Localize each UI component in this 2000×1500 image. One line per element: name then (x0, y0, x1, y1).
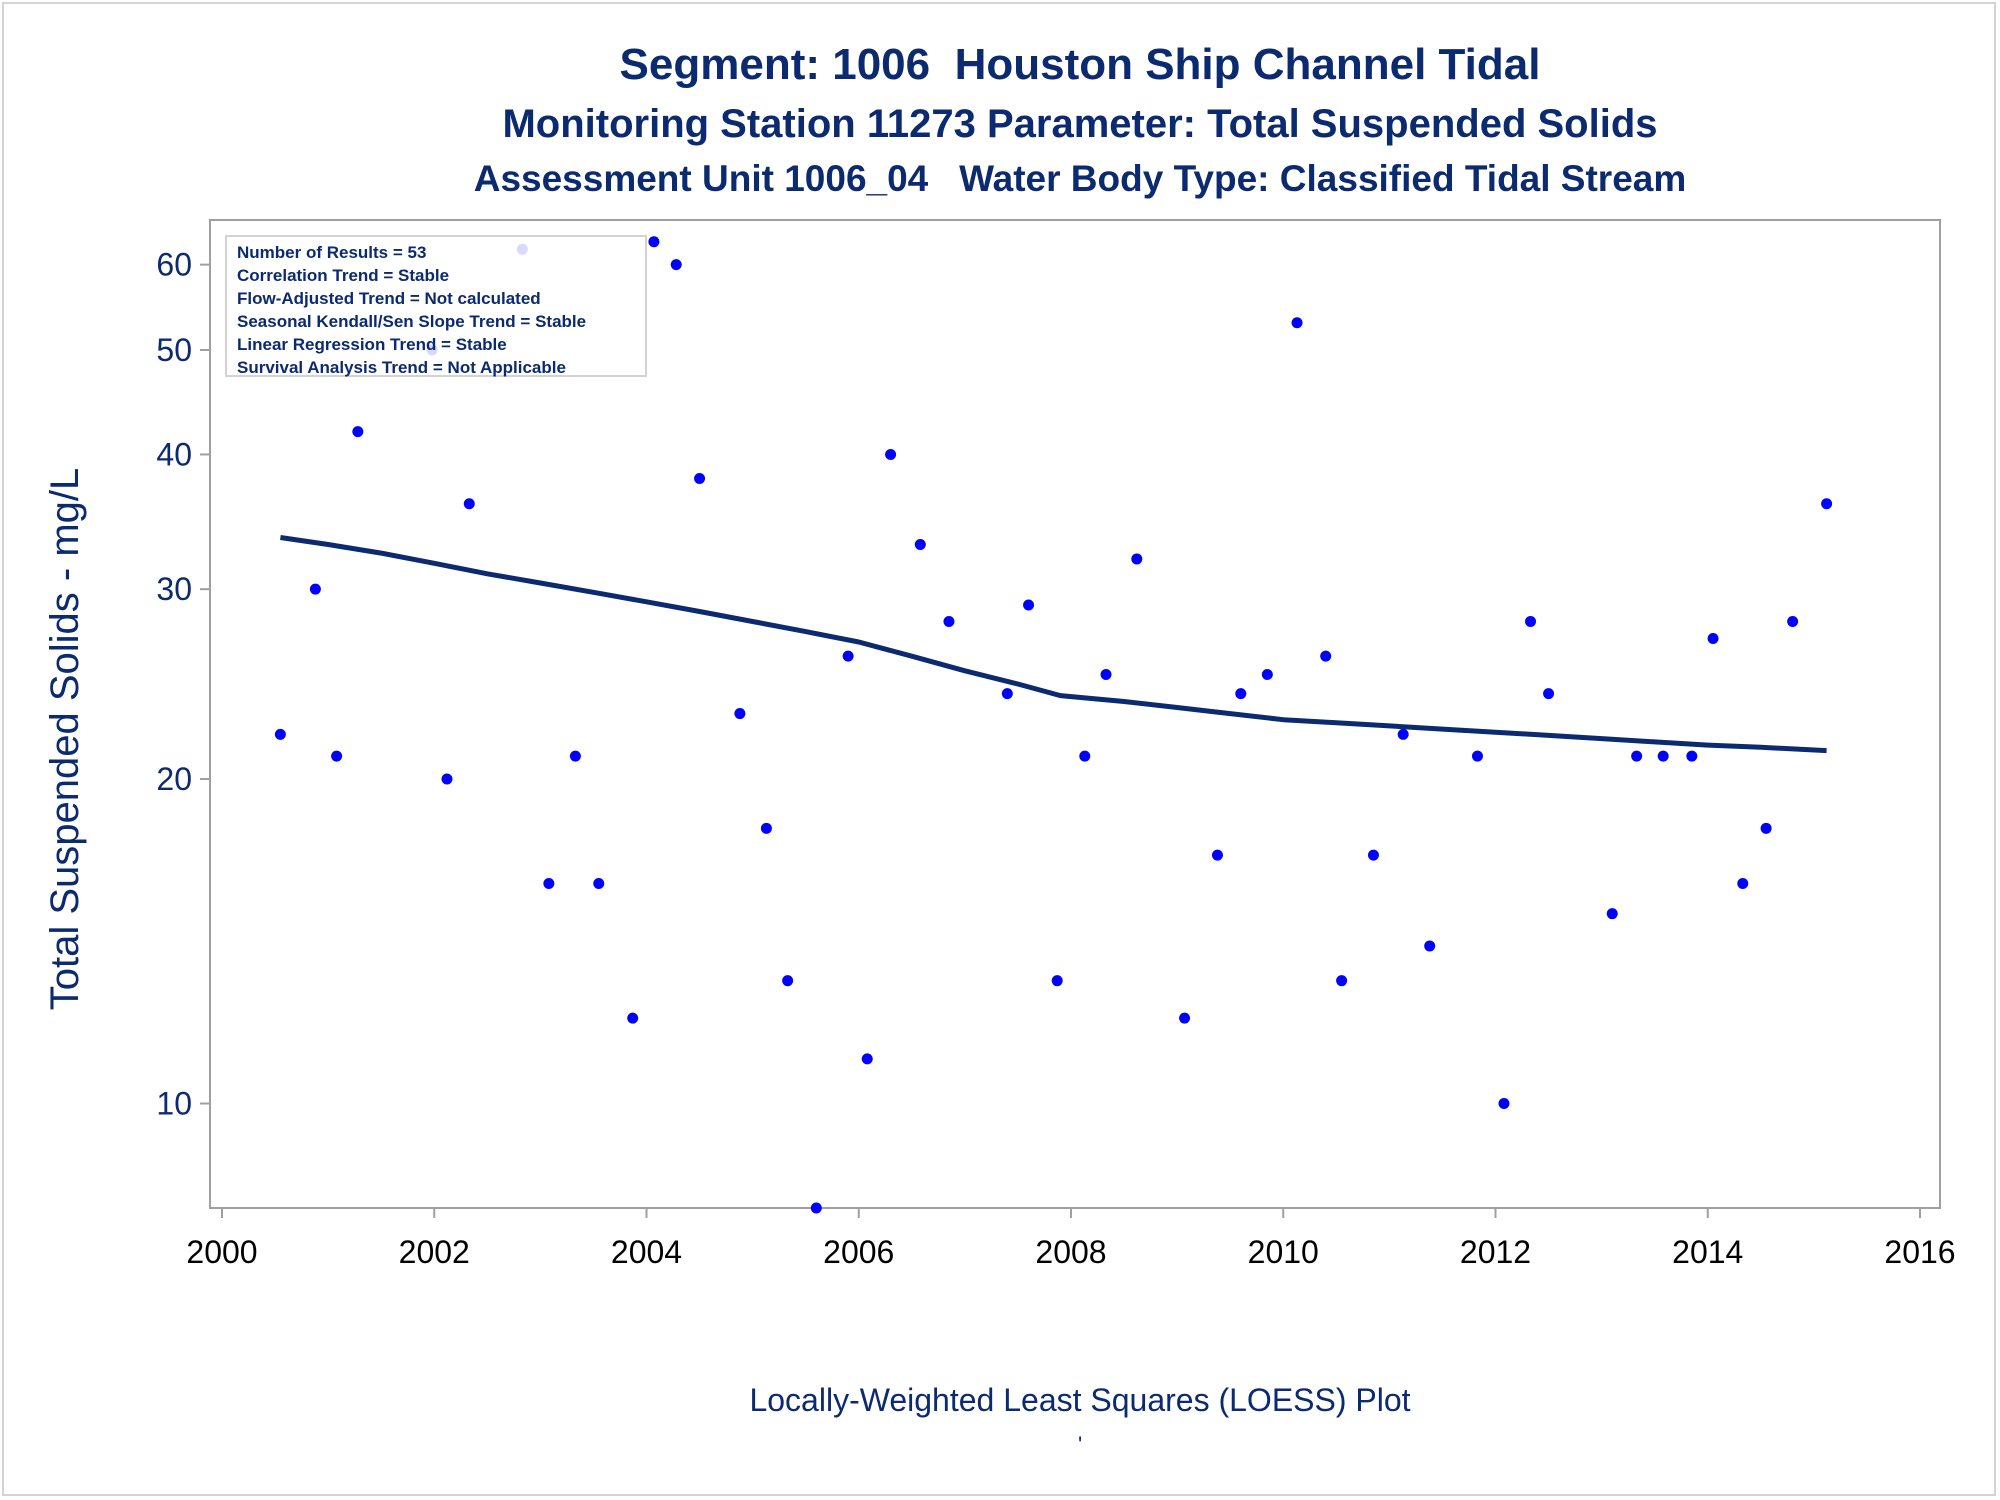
data-point (1001, 688, 1013, 700)
data-point (1657, 750, 1669, 762)
data-point (627, 1012, 639, 1024)
data-point (1471, 750, 1483, 762)
data-point (734, 708, 746, 720)
data-point (1606, 908, 1618, 920)
data-point (1051, 975, 1063, 987)
data-point (309, 583, 321, 595)
x-tick-label: 2014 (1672, 1234, 1743, 1270)
data-point (352, 426, 364, 438)
data-point (1737, 877, 1749, 889)
data-point (842, 650, 854, 662)
x-tick-label: 2008 (1035, 1234, 1106, 1270)
summary-line-survival-analysis: Survival Analysis Trend = Not Applicable (237, 358, 566, 377)
y-tick-label: 40 (156, 436, 192, 472)
data-point (1235, 688, 1247, 700)
plot-area-frame (209, 219, 1941, 1209)
chart-subtitle-assessment: Assessment Unit 1006_04 Water Body Type:… (473, 158, 1687, 199)
data-point (648, 236, 660, 248)
data-point (1760, 822, 1772, 834)
y-tick-label: 60 (156, 247, 192, 283)
loess-curve (280, 535, 1827, 754)
chart-subtitle-station: Monitoring Station 11273 Parameter: Tota… (502, 102, 1658, 146)
data-point (1821, 498, 1833, 510)
data-point (810, 1202, 822, 1214)
data-point (543, 877, 555, 889)
data-point (943, 615, 955, 627)
data-point (1079, 750, 1091, 762)
data-point (861, 1053, 873, 1065)
data-point (1631, 750, 1643, 762)
y-tick-label: 30 (156, 571, 192, 607)
data-point (1131, 553, 1143, 565)
x-tick-label: 2016 (1884, 1234, 1955, 1270)
summary-line-results: Number of Results = 53 (237, 243, 427, 262)
data-point (1100, 669, 1112, 681)
data-point (1179, 1012, 1191, 1024)
data-point (1424, 940, 1436, 952)
y-tick-label: 10 (156, 1086, 192, 1122)
data-point (463, 498, 475, 510)
footnote-mark: ' (1078, 1432, 1083, 1457)
y-tick-label: 20 (156, 761, 192, 797)
summary-line-flow-adjusted: Flow-Adjusted Trend = Not calculated (237, 289, 541, 308)
data-point (760, 822, 772, 834)
data-point (1367, 849, 1379, 861)
data-point (1707, 632, 1719, 644)
data-point (331, 750, 343, 762)
plot-footnote: Locally-Weighted Least Squares (LOESS) P… (749, 1382, 1411, 1418)
data-point (1686, 750, 1698, 762)
x-tick-label: 2000 (186, 1234, 257, 1270)
y-tick-label: 50 (156, 332, 192, 368)
trend-summary-box: Number of Results = 53 Correlation Trend… (225, 235, 647, 377)
data-point (1023, 599, 1035, 611)
summary-line-linear-regression: Linear Regression Trend = Stable (237, 335, 507, 354)
x-tick-label: 2002 (399, 1234, 470, 1270)
data-point (593, 877, 605, 889)
y-axis-label: Total Suspended Solids - mg/L (43, 468, 87, 1011)
data-point (1261, 669, 1273, 681)
data-point (441, 773, 453, 785)
data-point (1291, 317, 1303, 329)
summary-line-correlation: Correlation Trend = Stable (237, 266, 450, 285)
data-point (1787, 615, 1799, 627)
data-point (1336, 975, 1348, 987)
data-point (1211, 849, 1223, 861)
data-point (885, 448, 897, 460)
data-point (1498, 1098, 1510, 1110)
data-point (569, 750, 581, 762)
data-point (782, 975, 794, 987)
data-point (694, 472, 706, 484)
x-tick-label: 2004 (611, 1234, 682, 1270)
x-tick-label: 2012 (1460, 1234, 1531, 1270)
data-point (914, 539, 926, 551)
x-tick-label: 2006 (823, 1234, 894, 1270)
data-point (1543, 688, 1555, 700)
summary-line-seasonal-kendall: Seasonal Kendall/Sen Slope Trend = Stabl… (237, 312, 587, 331)
data-point (670, 259, 682, 271)
chart-title: Segment: 1006 Houston Ship Channel Tidal (619, 40, 1541, 89)
x-tick-label: 2010 (1248, 1234, 1319, 1270)
data-point (1525, 615, 1537, 627)
data-point (1320, 650, 1332, 662)
data-point (1397, 728, 1409, 740)
data-point (274, 728, 286, 740)
